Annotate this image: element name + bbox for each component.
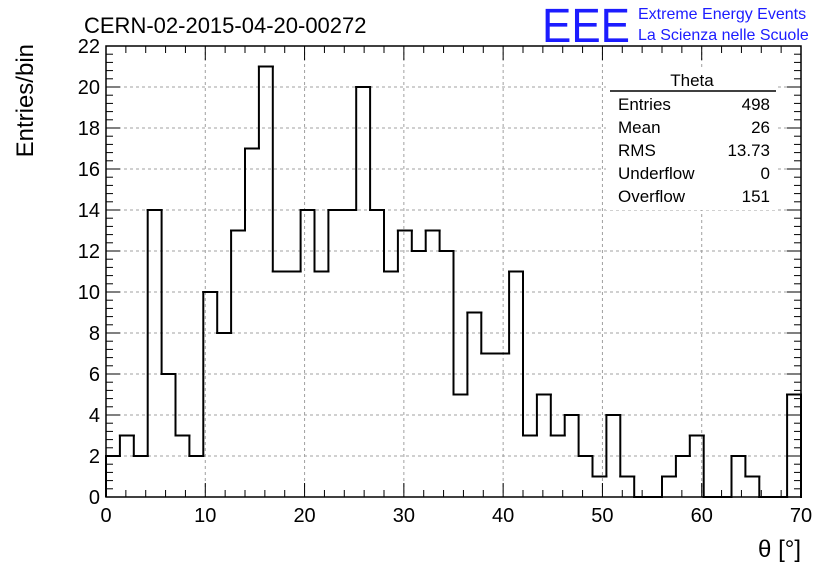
eee-logo: EEE Extreme Energy Events La Scienza nel… xyxy=(542,0,809,53)
y-tick-label: 22 xyxy=(78,36,100,58)
x-axis-ticks: 0 10 20 30 40 50 60 70 xyxy=(100,46,812,527)
stats-row-label: RMS xyxy=(618,141,656,160)
stats-row-value: 0 xyxy=(761,164,770,183)
run-title: CERN-02-2015-04-20-00272 xyxy=(84,13,367,38)
stats-row-value: 498 xyxy=(742,95,770,114)
y-tick-label: 8 xyxy=(89,323,100,345)
y-tick-label: 10 xyxy=(78,282,100,304)
y-tick-label: 20 xyxy=(78,77,100,99)
x-tick-label: 30 xyxy=(393,505,415,527)
stats-row-label: Entries xyxy=(618,95,671,114)
x-tick-label: 20 xyxy=(293,505,315,527)
x-tick-label: 10 xyxy=(194,505,216,527)
stats-row-label: Mean xyxy=(618,118,661,137)
y-tick-label: 16 xyxy=(78,159,100,181)
histogram-bars xyxy=(105,65,802,498)
x-tick-label: 70 xyxy=(790,505,812,527)
stats-box-background xyxy=(606,70,776,210)
plot-frame-border xyxy=(105,45,802,498)
stats-row-label: Overflow xyxy=(618,187,686,206)
y-tick-label: 6 xyxy=(89,364,100,386)
logo-letters: EEE xyxy=(542,0,630,53)
x-tick-label: 0 xyxy=(100,505,111,527)
logo-line-2: La Scienza nelle Scuole xyxy=(638,27,809,44)
y-tick-label: 14 xyxy=(78,200,100,222)
stats-row-label: Underflow xyxy=(618,164,695,183)
y-tick-label: 12 xyxy=(78,241,100,263)
y-tick-label: 2 xyxy=(89,446,100,468)
stats-row-value: 13.73 xyxy=(727,141,770,160)
y-axis-title: Entries/bin xyxy=(12,44,39,157)
plot-frame xyxy=(105,45,802,498)
stats-box: Theta Entries 498 Mean 26 RMS 13.73 Underflow 0… xyxy=(606,70,776,210)
stats-box-rows: Entries 498 Mean 26 RMS 13.73 Underflow 0 Overfl… xyxy=(618,95,770,206)
y-tick-label: 0 xyxy=(89,487,100,509)
x-axis-title: θ [°] xyxy=(758,536,801,563)
logo-line-1: Extreme Energy Events xyxy=(638,6,806,23)
stats-box-title: Theta xyxy=(670,71,714,90)
x-tick-label: 50 xyxy=(591,505,613,527)
y-tick-label: 4 xyxy=(89,405,100,427)
stats-row-value: 151 xyxy=(742,187,770,206)
y-axis-ticks: 0 2 4 6 8 10 12 14 16 18 20 22 xyxy=(78,36,801,509)
x-tick-label: 40 xyxy=(492,505,514,527)
x-tick-label: 60 xyxy=(691,505,713,527)
y-tick-label: 18 xyxy=(78,118,100,140)
stats-row-value: 26 xyxy=(751,118,770,137)
